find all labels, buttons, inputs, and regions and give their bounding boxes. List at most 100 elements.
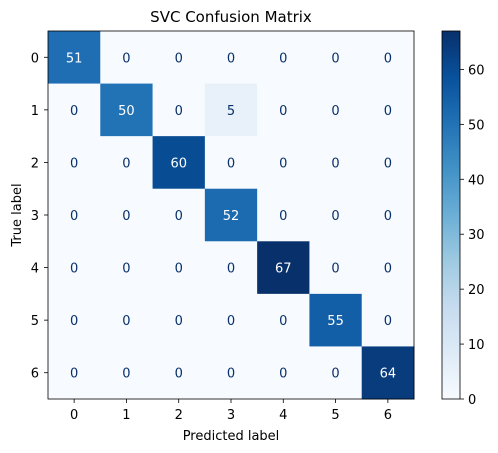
cell-value-label: 55	[327, 314, 344, 329]
colorbar-tick-label: 60	[468, 63, 485, 78]
heatmap-cell	[100, 188, 154, 242]
heatmap-cells	[48, 31, 415, 400]
cell-value-label: 0	[279, 51, 287, 66]
cell-value-label: 0	[175, 262, 183, 277]
heatmap-cell	[204, 31, 258, 85]
cell-value-label: 0	[70, 367, 78, 382]
heatmap-cell-labels: 51 0 0 0 0 0 00 50 0 5 0 0 00 0 60 0 0 0 00 0 0 52 0 0 00 0 0 0 67 0 0…	[66, 51, 396, 381]
x-tick-label: 0	[70, 408, 78, 423]
cell-value-label: 0	[279, 209, 287, 224]
cell-value-label: 60	[170, 156, 187, 171]
cell-value-label: 0	[122, 209, 130, 224]
colorbar-ticks: 0 10 20 30 40 50 60	[460, 63, 485, 408]
cell-value-label: 0	[175, 367, 183, 382]
heatmap-cell	[309, 346, 363, 400]
cell-value-label: 0	[227, 367, 235, 382]
heatmap-cell	[204, 346, 258, 400]
cell-value-label: 0	[331, 209, 339, 224]
x-tick-label: 4	[279, 408, 287, 423]
heatmap-cell	[100, 31, 154, 85]
heatmap-cell	[48, 241, 101, 295]
cell-value-label: 67	[275, 262, 292, 277]
cell-value-label: 0	[331, 156, 339, 171]
cell-value-label: 0	[70, 262, 78, 277]
heatmap-cell	[152, 136, 206, 190]
cell-value-label: 0	[331, 262, 339, 277]
cell-value-label: 51	[66, 51, 83, 66]
x-tick-label: 5	[331, 408, 339, 423]
cell-value-label: 0	[384, 104, 392, 119]
heatmap-cell	[48, 346, 101, 400]
chart-title: SVC Confusion Matrix	[150, 8, 312, 26]
heatmap-cell	[100, 241, 154, 295]
x-axis-ticks: 0 1 2 3 4 5 6	[70, 399, 392, 423]
heatmap-cell	[361, 346, 415, 400]
cell-value-label: 0	[279, 367, 287, 382]
heatmap-cell	[361, 136, 415, 190]
cell-value-label: 0	[122, 156, 130, 171]
cell-value-label: 0	[122, 51, 130, 66]
heatmap-cell	[361, 293, 415, 347]
y-tick-label: 3	[31, 209, 39, 224]
cell-value-label: 0	[384, 314, 392, 329]
heatmap-cell	[152, 241, 206, 295]
y-tick-label: 1	[31, 104, 39, 119]
cell-value-label: 0	[70, 314, 78, 329]
heatmap-cell	[309, 293, 363, 347]
cell-value-label: 5	[227, 104, 235, 119]
cell-value-label: 0	[175, 104, 183, 119]
heatmap-cell	[100, 346, 154, 400]
y-tick-label: 0	[31, 51, 39, 66]
y-tick-label: 6	[31, 367, 39, 382]
cell-value-label: 0	[227, 314, 235, 329]
heatmap-cell	[204, 136, 258, 190]
colorbar-tick-label: 50	[468, 118, 485, 133]
cell-value-label: 0	[279, 156, 287, 171]
cell-value-label: 0	[175, 314, 183, 329]
heatmap-cell	[48, 293, 101, 347]
heatmap-cell	[152, 83, 206, 137]
heatmap-cell	[48, 136, 101, 190]
colorbar-tick-label: 30	[468, 228, 485, 243]
cell-value-label: 0	[331, 367, 339, 382]
heatmap-cell	[257, 31, 310, 85]
cell-value-label: 0	[70, 156, 78, 171]
cell-value-label: 0	[122, 262, 130, 277]
colorbar-tick-label: 40	[468, 173, 485, 188]
heatmap-cell	[257, 136, 310, 190]
y-tick-label: 2	[31, 156, 39, 171]
heatmap-cell	[361, 83, 415, 137]
heatmap-cell	[204, 83, 258, 137]
heatmap-cell	[309, 31, 363, 85]
cell-value-label: 0	[122, 367, 130, 382]
heatmap-cell	[204, 188, 258, 242]
y-axis-label: True label	[10, 183, 25, 247]
cell-value-label: 0	[384, 209, 392, 224]
cell-value-label: 0	[175, 209, 183, 224]
y-tick-label: 4	[31, 262, 39, 277]
heatmap-cell	[257, 241, 310, 295]
colorbar	[441, 30, 461, 400]
colorbar-tick-label: 10	[468, 338, 485, 353]
x-tick-label: 2	[175, 408, 183, 423]
heatmap-cell	[152, 293, 206, 347]
cell-value-label: 0	[384, 156, 392, 171]
cell-value-label: 0	[122, 314, 130, 329]
y-tick-label: 5	[31, 314, 39, 329]
cell-value-label: 0	[279, 104, 287, 119]
cell-value-label: 0	[175, 51, 183, 66]
heatmap-cell	[361, 241, 415, 295]
heatmap-cell	[361, 31, 415, 85]
cell-value-label: 52	[223, 209, 240, 224]
heatmap-cell	[152, 31, 206, 85]
heatmap-cell	[361, 188, 415, 242]
cell-value-label: 0	[227, 262, 235, 277]
cell-value-label: 0	[331, 104, 339, 119]
heatmap-cell	[309, 188, 363, 242]
cell-value-label: 0	[384, 262, 392, 277]
cell-value-label: 0	[70, 104, 78, 119]
heatmap-cell	[257, 293, 310, 347]
colorbar-tick-label: 0	[468, 393, 476, 408]
heatmap-cell	[100, 136, 154, 190]
